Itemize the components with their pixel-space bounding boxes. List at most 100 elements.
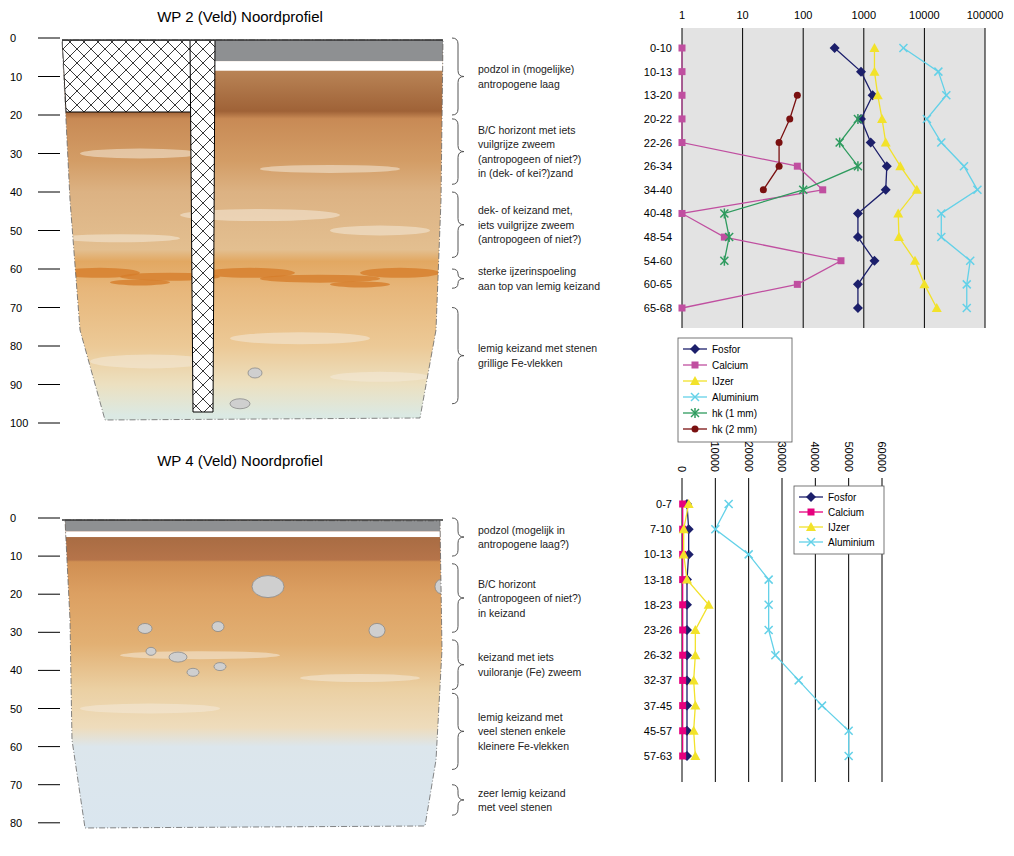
depth-tick <box>38 594 60 595</box>
depth-tick <box>38 632 60 633</box>
data-point <box>704 600 714 609</box>
marker-shape <box>679 210 686 217</box>
category-label: 37-45 <box>644 700 672 712</box>
iron-band <box>110 279 170 285</box>
legend-label: Calcium <box>712 360 748 371</box>
marker-shape <box>725 233 733 241</box>
data-point <box>873 90 883 99</box>
pale-streak <box>330 372 430 382</box>
marker-shape <box>869 67 879 76</box>
marker-shape <box>799 186 807 194</box>
tick-label: 50000 <box>843 441 855 472</box>
marker-shape <box>794 163 801 170</box>
data-point <box>877 114 887 123</box>
category-label: 40-48 <box>644 207 672 219</box>
data-point <box>679 45 686 52</box>
marker-shape <box>845 727 853 735</box>
category-label: 20-22 <box>644 113 672 125</box>
legend-swatch <box>692 426 699 433</box>
data-point <box>942 91 950 99</box>
marker-shape <box>765 601 773 609</box>
annotation-text: kleinere Fe-vlekken <box>478 740 569 752</box>
marker-shape <box>720 257 728 265</box>
data-point <box>684 499 694 508</box>
category-label: 34-40 <box>644 184 672 196</box>
marker-shape <box>877 114 887 123</box>
iron-band <box>330 281 390 287</box>
data-point <box>893 208 903 217</box>
category-label: 13-20 <box>644 89 672 101</box>
category-label: 10-13 <box>644 548 672 560</box>
data-point <box>679 727 686 734</box>
category-label: 65-68 <box>644 302 672 314</box>
data-point <box>682 575 692 584</box>
marker-shape <box>899 44 907 52</box>
annotation-text: zeer lemig keizand <box>478 787 566 799</box>
data-point <box>973 186 981 194</box>
tick-label: 1 <box>679 9 685 21</box>
data-point <box>794 92 801 99</box>
marker-shape <box>765 601 773 609</box>
data-point <box>966 257 974 265</box>
depth-label: 20 <box>10 588 22 600</box>
marker-shape <box>690 344 700 354</box>
data-point <box>869 67 879 76</box>
pale-streak <box>300 674 420 682</box>
marker-shape <box>819 186 826 193</box>
marker-shape <box>684 499 694 508</box>
marker-shape <box>692 426 699 433</box>
data-point <box>765 601 773 609</box>
marker-shape <box>799 186 807 194</box>
annotation-text: vuilgrijze zweem <box>478 138 555 150</box>
marker-shape <box>854 162 862 170</box>
data-point <box>894 232 904 241</box>
depth-label: 50 <box>10 225 22 237</box>
marker-shape <box>725 500 733 508</box>
pale-streak <box>80 149 200 159</box>
annotation-text: podzol in (mogelijke) <box>478 63 574 75</box>
annotation-text: (antropogeen of niet?) <box>478 592 581 604</box>
annotation-text: grillige Fe-vlekken <box>478 357 563 369</box>
marker-shape <box>960 162 968 170</box>
marker-shape <box>937 209 945 217</box>
profile-title: WP 2 (Veld) Noordprofiel <box>157 8 323 25</box>
data-point <box>690 751 700 760</box>
depth-tick <box>38 423 60 424</box>
stone <box>214 663 226 671</box>
marker-shape <box>704 600 714 609</box>
profile-layers <box>50 520 450 828</box>
marker-shape <box>711 525 719 533</box>
data-point <box>679 753 686 760</box>
legend-label: IJzer <box>712 376 734 387</box>
marker-shape <box>690 376 700 385</box>
marker-shape <box>973 186 981 194</box>
marker-shape <box>882 161 892 171</box>
marker-shape <box>853 208 863 218</box>
legend-label: IJzer <box>828 522 850 533</box>
data-point <box>725 232 733 242</box>
category-label: 7-10 <box>650 523 672 535</box>
legend-swatch <box>806 492 816 502</box>
surface-line <box>62 39 443 41</box>
marker-shape <box>720 209 728 217</box>
data-point <box>934 68 942 76</box>
marker-shape <box>932 303 942 312</box>
data-point <box>895 161 905 170</box>
marker-shape <box>802 185 804 195</box>
data-point <box>711 525 719 533</box>
annotation-text: B/C horizont <box>478 578 536 590</box>
profile-outline <box>65 520 442 828</box>
category-label: 32-37 <box>644 674 672 686</box>
data-point <box>845 727 853 735</box>
legend-swatch <box>691 408 699 418</box>
marker-shape <box>910 256 920 265</box>
depth-label: 60 <box>10 263 22 275</box>
legend-swatch <box>807 538 815 546</box>
depth-label: 0 <box>10 512 16 524</box>
grid-line <box>748 478 749 782</box>
marker-shape <box>973 186 981 194</box>
legend-box <box>678 338 792 442</box>
profile-layers <box>50 40 450 420</box>
data-point <box>725 500 733 508</box>
marker-shape <box>854 162 862 170</box>
